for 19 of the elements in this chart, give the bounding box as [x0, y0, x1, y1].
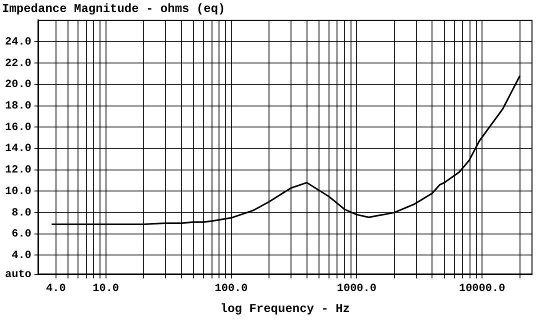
- y-tick-label: 10.0: [5, 186, 32, 198]
- x-tick-label: 10000.0: [458, 282, 506, 295]
- y-tick-label: 18.0: [5, 100, 32, 113]
- y-tick-label: 14.0: [5, 143, 32, 156]
- y-tick-label: auto: [5, 269, 32, 282]
- x-tick-label: 4.0: [46, 282, 66, 295]
- x-tick-label: 10.0: [92, 282, 120, 295]
- y-tick-label: 6.0: [12, 228, 32, 241]
- y-tick-label: 12.0: [5, 164, 32, 177]
- x-tick-label: 100.0: [214, 282, 248, 295]
- x-axis-title: log Frequency - Hz: [220, 302, 350, 316]
- y-tick-label: 24.0: [5, 36, 32, 49]
- chart-title: Impedance Magnitude - ohms (eq): [2, 2, 226, 16]
- y-tick-label: 8.0: [12, 207, 32, 220]
- y-tick-label: 20.0: [5, 79, 32, 92]
- y-tick-label: 4.0: [12, 250, 32, 262]
- y-tick-label: 16.0: [5, 122, 32, 134]
- y-tick-label: 22.0: [5, 58, 32, 70]
- x-tick-label: 1000.0: [336, 282, 376, 295]
